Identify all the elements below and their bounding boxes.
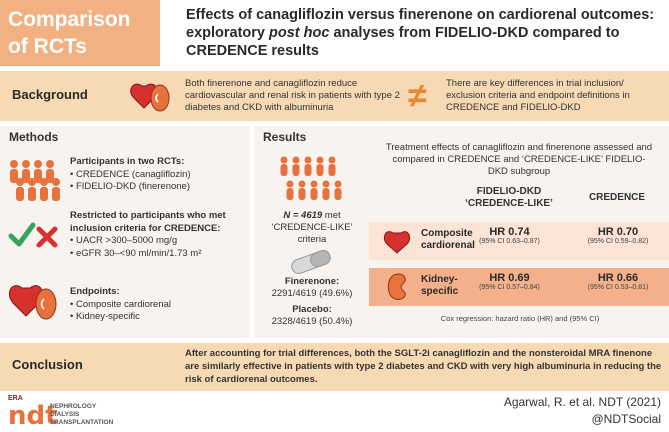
ci-value: (95% CI 0.57–0.84)	[479, 284, 540, 291]
logo-word: DIALYSIS	[50, 411, 80, 418]
credence-composite-cell: HR 0.70 (95% CI 0.59–0.82)	[569, 226, 667, 245]
hr-value: HR 0.69	[489, 272, 530, 284]
check-icon	[8, 222, 36, 247]
placebo-value: 2328/4619 (50.4%)	[271, 316, 353, 327]
background-label: Background	[12, 87, 88, 102]
column-header-fidelio-line1: FIDELIO-DKD	[476, 186, 542, 197]
hr-value: HR 0.74	[489, 226, 530, 238]
cox-note: Cox regression: hazard ratio (HR) and (9…	[440, 314, 600, 323]
citation: Agarwal, R. et al. NDT (2021)	[503, 395, 661, 409]
logo-ndt: ndt	[8, 401, 58, 431]
hr-value: HR 0.66	[597, 272, 639, 284]
restricted-heading: Restricted to participants who met inclu…	[70, 210, 226, 234]
background-text-left: Both finerenone and canagliflozin reduce…	[185, 78, 400, 113]
header-tag: Comparison of RCTs	[0, 0, 160, 66]
result-row-kidney: Kidney- specific HR 0.69 (95% CI 0.57–0.…	[369, 268, 669, 306]
ci-value: (95% CI 0.53–0.81)	[587, 284, 649, 291]
header: Comparison of RCTs Effects of canagliflo…	[0, 0, 669, 66]
methods-panel: Methods Participants in two RCTs: CREDEN…	[0, 126, 250, 338]
header-tag-line2: of RCTs	[8, 35, 87, 58]
logo-word: TRANSPLANTATION	[50, 419, 114, 426]
endpoints-block: Endpoints: Composite cardiorenal Kidney-…	[70, 286, 250, 324]
criteria-item: eGFR 30–<90 ml/min/1.73 m²	[70, 248, 250, 261]
header-tag-line1: Comparison	[8, 8, 131, 31]
logo-word: NEPHROLOGY	[50, 403, 97, 410]
footer: ERA ndt NEPHROLOGY DIALYSIS TRANSPLANTAT…	[0, 393, 669, 432]
participants-block: Participants in two RCTs: CREDENCE (cana…	[70, 156, 250, 194]
results-panel: Results N = 4619 met ‘CREDENCE-LIKE’ cri…	[254, 126, 669, 338]
cross-icon	[36, 226, 58, 248]
people-group-icon	[280, 156, 342, 200]
row-label-kidney: Kidney- specific	[421, 274, 481, 298]
background-text-right: There are key differences in trial inclu…	[446, 78, 630, 113]
sample-size-n: N = 4619	[283, 210, 323, 221]
kidney-icon	[387, 273, 406, 300]
heart-kidney-icon	[130, 83, 170, 112]
row-label-line2: cardiorenal	[421, 240, 475, 251]
social-handle[interactable]: @NDTSocial	[591, 412, 661, 426]
finerenone-arm: Finerenone: 2291/4619 (49.6%)	[260, 276, 364, 300]
pill-icon	[291, 250, 331, 274]
criteria-item: UACR >300–5000 mg/g	[70, 235, 250, 248]
conclusion-section: Conclusion After accounting for trial di…	[0, 343, 669, 391]
title-italic: post hoc	[269, 25, 330, 41]
placebo-label: Placebo:	[292, 304, 332, 315]
finerenone-label: Finerenone:	[284, 276, 340, 287]
logo-words: NEPHROLOGY DIALYSIS TRANSPLANTATION	[50, 403, 113, 427]
row-label-line2: specific	[421, 286, 459, 297]
endpoint-item: Composite cardiorenal	[70, 299, 250, 312]
hr-value: HR 0.70	[597, 226, 639, 238]
conclusion-text: After accounting for trial differences, …	[185, 348, 662, 385]
results-description: Treatment effects of canagliflozin and f…	[385, 142, 653, 177]
row-label-line1: Kidney-	[421, 274, 458, 285]
placebo-arm: Placebo: 2328/4619 (50.4%)	[260, 304, 364, 328]
credence-kidney-cell: HR 0.66 (95% CI 0.53–0.81)	[569, 272, 667, 291]
result-row-composite: Composite cardiorenal HR 0.74 (95% CI 0.…	[369, 222, 669, 260]
page-title: Effects of canagliflozin versus finereno…	[186, 6, 666, 60]
participants-heading: Participants in two RCTs:	[70, 156, 185, 167]
participant-item: FIDELIO-DKD (finerenone)	[70, 181, 250, 194]
column-header-fidelio: FIDELIO-DKD ‘CREDENCE-LIKE’	[454, 186, 564, 210]
participant-item: CREDENCE (canagliflozin)	[70, 169, 250, 182]
ci-value: (95% CI 0.63–0.87)	[479, 238, 540, 245]
heart-icon	[383, 231, 411, 254]
background-section: Background Both finerenone and canaglifl…	[0, 71, 669, 121]
ci-value: (95% CI 0.59–0.82)	[587, 238, 649, 245]
finerenone-value: 2291/4619 (49.6%)	[271, 288, 353, 299]
conclusion-label: Conclusion	[12, 357, 83, 372]
endpoint-item: Kidney-specific	[70, 311, 250, 324]
column-header-fidelio-line2: ‘CREDENCE-LIKE’	[465, 198, 553, 209]
fidelio-kidney-cell: HR 0.69 (95% CI 0.57–0.84)	[457, 272, 562, 291]
people-group-icon	[10, 160, 60, 201]
endpoints-heading: Endpoints:	[70, 286, 120, 297]
title-part1: Effects of canagliflozin versus finereno…	[186, 7, 655, 41]
title-part2: analyses from FIDELIO-DKD compared to CR…	[186, 25, 620, 59]
heart-kidney-icon	[9, 285, 57, 320]
ndt-logo[interactable]: ERA ndt NEPHROLOGY DIALYSIS TRANSPLANTAT…	[8, 395, 128, 431]
column-header-credence: CREDENCE	[588, 192, 646, 203]
results-title: Results	[263, 130, 307, 144]
row-label-line1: Composite	[421, 228, 473, 239]
row-label-composite: Composite cardiorenal	[421, 228, 481, 252]
fidelio-composite-cell: HR 0.74 (95% CI 0.63–0.87)	[457, 226, 562, 245]
methods-title: Methods	[9, 130, 59, 144]
sample-size-suffix: met ‘CREDENCE-LIKE’ criteria	[271, 210, 353, 245]
sample-size-text: N = 4619 met ‘CREDENCE-LIKE’ criteria	[262, 210, 362, 246]
not-equal-icon: ≠	[408, 77, 427, 115]
citation-block: Agarwal, R. et al. NDT (2021) @NDTSocial	[504, 394, 661, 428]
logo-era: ERA	[8, 395, 23, 402]
criteria-block: Restricted to participants who met inclu…	[70, 210, 250, 260]
